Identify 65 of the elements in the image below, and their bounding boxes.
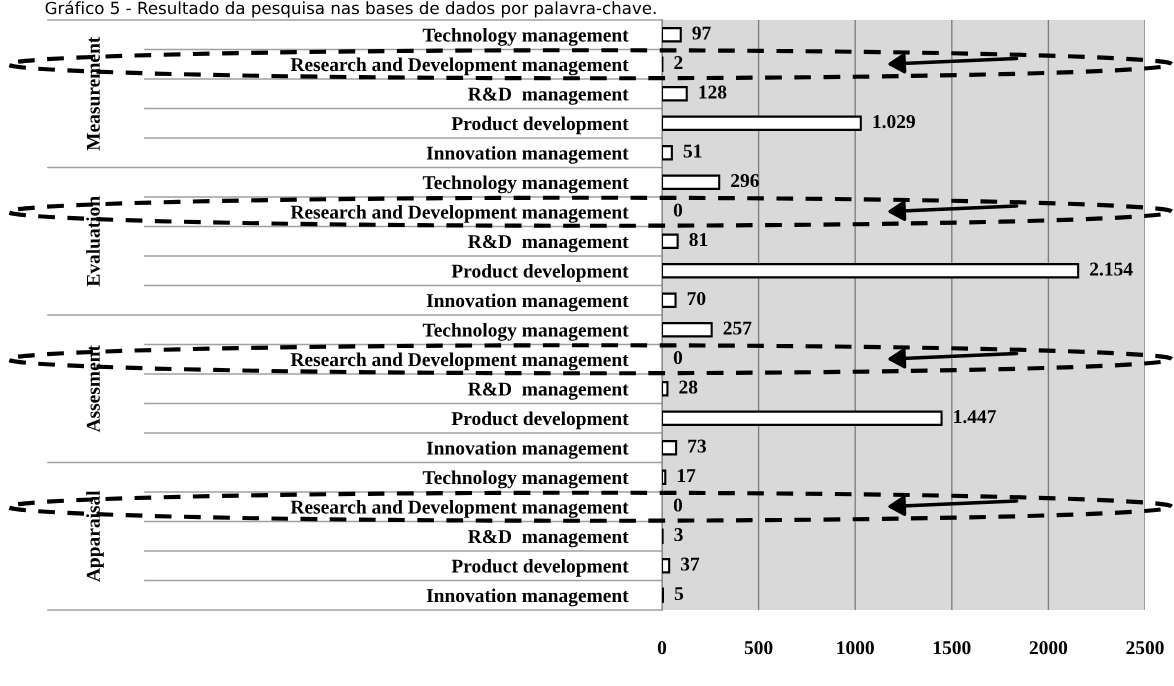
data-label: 1.029 — [873, 115, 915, 129]
y-tick-label: Product development — [451, 264, 629, 282]
y-tick-label: Innovation management — [426, 441, 629, 459]
bar — [662, 410, 943, 426]
bar — [662, 381, 669, 397]
data-label: 70 — [687, 292, 706, 306]
text: Assesment — [86, 345, 100, 433]
data-label: 1.447 — [954, 410, 996, 424]
x-tick-label: 2500 — [1126, 641, 1164, 655]
data-label: 296 — [731, 174, 759, 188]
data-label: 37 — [680, 557, 700, 571]
x-tick-label: 1500 — [933, 641, 971, 655]
y-tick-label: Research and Development management — [290, 352, 629, 371]
data-label: 97 — [692, 26, 711, 40]
data-label: 17 — [677, 469, 696, 482]
y-tick-label: Technology management — [422, 175, 629, 194]
data-label: 0 — [673, 351, 683, 365]
bar — [662, 469, 667, 485]
x-tick-label: 0 — [657, 641, 667, 655]
data-label: 257 — [723, 321, 752, 335]
data-label: 0 — [673, 498, 683, 512]
x-tick-label: 1000 — [837, 641, 874, 655]
data-label: 3 — [674, 528, 683, 542]
bar — [662, 115, 862, 131]
data-label: 2 — [674, 56, 683, 69]
bar — [662, 174, 721, 190]
text: Measurement — [86, 36, 100, 151]
bar — [662, 440, 678, 456]
data-label: 5 — [674, 587, 684, 601]
y-tick-label: R&D management — [468, 234, 629, 253]
y-tick-label: Innovation management — [426, 588, 629, 607]
bar — [662, 233, 679, 249]
y-tick-label: Product development — [451, 411, 629, 430]
y-tick-label: Research and Development management — [290, 57, 629, 76]
text: Gráfico 5 - Resultado da pesquisa nas bases de dados por palavra-chave. — [45, 0, 656, 18]
bar — [662, 27, 682, 43]
y-tick-label: R&D management — [468, 529, 629, 548]
bar — [662, 145, 673, 161]
x-tick-label: 500 — [744, 641, 773, 655]
data-label: 0 — [673, 203, 683, 217]
y-tick-label: Product development — [451, 116, 629, 135]
y-tick-label: Innovation management — [426, 293, 629, 312]
data-label: 81 — [689, 233, 708, 247]
y-tick-label: Research and Development management — [290, 500, 629, 518]
y-tick-label: Innovation management — [426, 146, 629, 164]
y-tick-label: R&D management — [468, 87, 629, 105]
bar — [662, 292, 677, 308]
bar — [662, 322, 713, 338]
data-label: 28 — [679, 380, 698, 394]
y-tick-label: Research and Development management — [290, 205, 629, 223]
data-label: 2.154 — [1090, 262, 1133, 276]
bar — [662, 86, 688, 102]
data-label: 128 — [699, 85, 727, 99]
x-tick-label: 2000 — [1029, 641, 1068, 655]
text: Evaluation — [86, 196, 100, 287]
y-tick-label: Technology management — [422, 470, 629, 489]
bar — [662, 558, 671, 574]
y-tick-label: Technology management — [422, 323, 629, 341]
bar — [662, 263, 1080, 279]
y-tick-label: Technology management — [422, 28, 629, 46]
text: Apparaisal — [86, 490, 104, 582]
y-tick-label: R&D management — [468, 382, 629, 400]
y-tick-label: Product development — [451, 559, 629, 577]
data-label: 73 — [688, 439, 706, 453]
data-label: 51 — [683, 144, 702, 158]
